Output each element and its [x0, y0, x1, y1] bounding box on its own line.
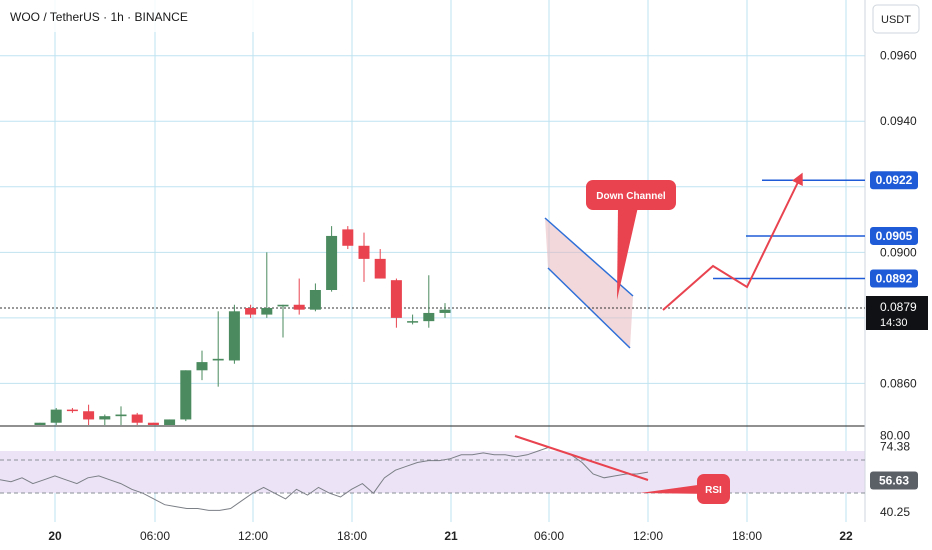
time-tick-label: 20 [48, 529, 62, 543]
level-tag [870, 226, 918, 245]
candle-body [358, 245, 370, 259]
candle-body [439, 309, 451, 313]
currency-label: USDT [881, 14, 911, 26]
price-tick-label: 0.0860 [880, 376, 917, 390]
candle-body [261, 308, 273, 315]
candle-body [131, 414, 143, 423]
time-tick-label: 22 [839, 529, 853, 543]
rsi-callout-label: RSI [705, 485, 722, 496]
candles [34, 226, 451, 425]
candle-body [164, 419, 176, 425]
currency-button[interactable] [872, 4, 920, 34]
rsi-line [0, 446, 649, 511]
rsi-band [0, 451, 865, 493]
candle-body [245, 308, 257, 315]
candle-body [390, 280, 402, 318]
rsi-current-tag [870, 471, 918, 490]
candle-body [83, 411, 95, 420]
candle-body [277, 304, 289, 307]
time-tick-label: 18:00 [337, 529, 367, 543]
time-tick-label: 06:00 [140, 529, 170, 543]
candle-body [115, 414, 127, 417]
candle-body [326, 235, 338, 291]
rsi-tick-label: 40.25 [880, 505, 910, 519]
rsi-tick-label: 80.00 [880, 429, 910, 443]
candle-body [293, 304, 305, 310]
price-tick-label: 0.0940 [880, 114, 917, 128]
candle-body [99, 416, 111, 420]
candle-body [50, 409, 62, 423]
candle-body [374, 258, 386, 279]
time-axis[interactable]: 20 06:00 12:00 18:00 21 06:00 12:00 18:00 22 [48, 529, 853, 543]
time-tick-label: 12:00 [238, 529, 268, 543]
price-axis[interactable]: 0.0960 0.0940 0.0900 0.0860 [880, 49, 917, 391]
candle-body [228, 311, 240, 361]
level-label: 0.0905 [876, 229, 913, 243]
candle-body [196, 362, 208, 371]
header-backdrop [0, 0, 300, 32]
level-label: 0.0892 [876, 272, 913, 286]
forecast-path [662, 172, 803, 311]
candle-body [309, 290, 321, 310]
rsi-divergence-line [514, 435, 649, 481]
price-levels: 0.0922 0.0905 0.0892 [713, 171, 918, 288]
level-tag [870, 171, 918, 190]
current-price-tag: 0.0879 14:30 [866, 296, 928, 330]
candle-body [342, 229, 354, 246]
time-axis-bg [0, 522, 932, 550]
price-tick-label: 0.0900 [880, 245, 917, 259]
time-tick-label: 06:00 [534, 529, 564, 543]
candle-body [147, 422, 159, 425]
time-tick-label: 21 [444, 529, 458, 543]
rsi-current-label: 56.63 [879, 473, 909, 487]
candle-body [423, 312, 435, 322]
candle-body [212, 358, 224, 361]
current-price-value: 0.0879 [880, 300, 917, 314]
grid [0, 0, 865, 522]
level-label: 0.0922 [876, 173, 913, 187]
chart-title: WOO / TetherUS · 1h · BINANCE [10, 10, 188, 24]
level-tag [870, 269, 918, 288]
current-price-countdown: 14:30 [880, 317, 908, 329]
rsi-tick-label: 74.38 [880, 439, 910, 453]
candle-body [66, 409, 78, 412]
price-tick-label: 0.0960 [880, 49, 917, 63]
candle-body [34, 422, 46, 425]
time-tick-label: 18:00 [732, 529, 762, 543]
candle-body [180, 370, 192, 420]
rsi-pane: RSI [0, 435, 865, 511]
down-channel-label: Down Channel [596, 191, 666, 202]
time-tick-label: 12:00 [633, 529, 663, 543]
candle-body [407, 321, 419, 323]
down-channel-callout: Down Channel [586, 180, 676, 300]
